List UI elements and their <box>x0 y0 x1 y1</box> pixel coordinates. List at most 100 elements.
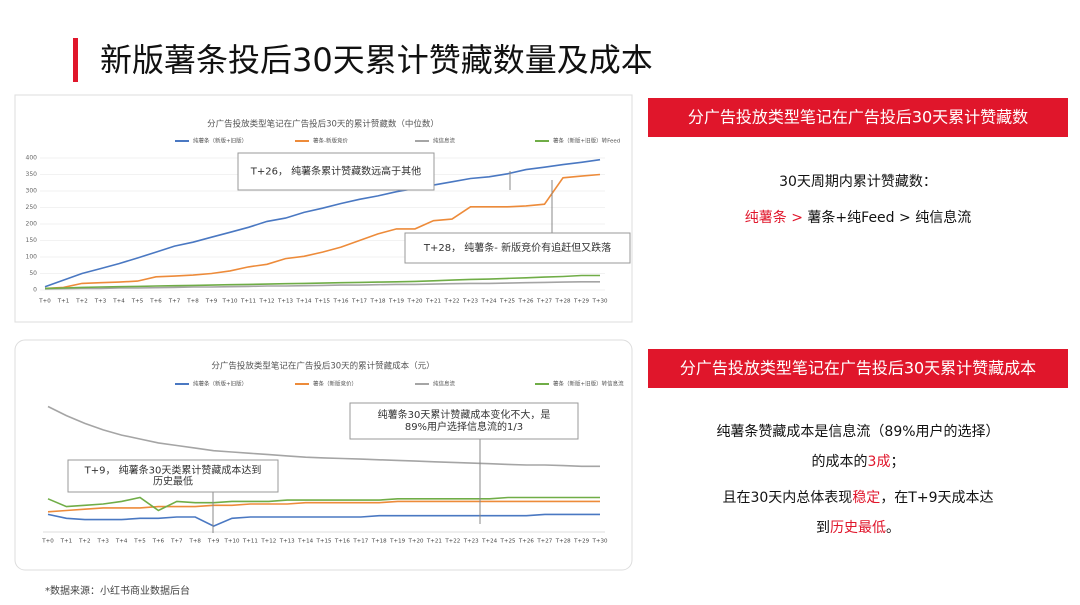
annotation-text: 89%用户选择信息流的1/3 <box>405 420 523 433</box>
text-run: > <box>787 210 808 226</box>
x-tick-label: T+7 <box>168 299 181 305</box>
x-tick-label: T+4 <box>112 299 125 305</box>
x-tick-label: T+0 <box>41 539 54 545</box>
x-tick-label: T+8 <box>188 539 201 545</box>
x-tick-label: T+11 <box>240 299 256 305</box>
chart-title: 分广告投放类型笔记在广告投后30天的累计赞藏成本（元） <box>211 361 434 372</box>
legend-label: 薯条（新版+旧版）转信息流 <box>553 380 624 388</box>
x-tick-label: T+10 <box>224 539 240 545</box>
text-run: 3成 <box>868 454 891 470</box>
x-tick-label: T+25 <box>500 539 516 545</box>
x-tick-label: T+26 <box>518 539 534 545</box>
text-run: 纯薯条 <box>745 209 787 226</box>
x-tick-label: T+21 <box>425 299 441 305</box>
banner <box>648 349 1068 388</box>
series-line <box>47 405 600 468</box>
x-tick-label: T+17 <box>351 299 367 305</box>
x-tick-label: T+22 <box>444 299 460 305</box>
series-line <box>44 173 601 290</box>
annotation-text: 纯薯条30天累计赞藏成本变化不大，是 <box>378 408 551 421</box>
text-run: 纯信息流 <box>915 209 971 226</box>
y-tick-label: 100 <box>26 254 38 261</box>
x-tick-label: T+6 <box>149 299 162 305</box>
x-tick-label: T+20 <box>407 299 423 305</box>
banner-text: 分广告投放类型笔记在广告投后30天累计赞藏成本 <box>680 359 1036 378</box>
y-tick-label: 250 <box>26 204 38 211</box>
y-tick-label: 300 <box>26 188 38 195</box>
x-tick-label: T+24 <box>481 539 497 545</box>
x-tick-label: T+10 <box>222 299 238 305</box>
annotation-text: 历史最低 <box>153 474 193 487</box>
x-tick-label: T+6 <box>152 539 165 545</box>
paragraph: 纯薯条赞藏成本是信息流（89%用户的选择） <box>716 423 999 440</box>
x-tick-label: T+3 <box>94 299 107 305</box>
x-tick-label: T+11 <box>242 539 258 545</box>
text-run: > <box>895 210 916 226</box>
text-run: 且在30天内总体表现 <box>722 490 852 506</box>
series-line <box>44 274 600 290</box>
x-tick-label: T+2 <box>75 299 87 305</box>
x-tick-label: T+0 <box>38 299 51 305</box>
x-tick-label: T+30 <box>592 539 608 545</box>
x-tick-label: T+5 <box>131 299 144 305</box>
paragraph: 且在30天内总体表现稳定，在T+9天成本达 <box>722 490 993 506</box>
text-run: 历史最低 <box>830 520 886 536</box>
text-run: ，在T+9天成本达 <box>880 490 993 506</box>
annotation-text: T+9， 纯薯条30天类累计赞藏成本达到 <box>84 464 262 477</box>
x-tick-label: T+28 <box>555 299 571 305</box>
legend-label: 薯条-新版竞价 <box>313 137 348 145</box>
x-tick-label: T+2 <box>78 539 90 545</box>
x-tick-label: T+18 <box>370 299 386 305</box>
annotation-box <box>237 152 435 191</box>
x-tick-label: T+19 <box>388 299 404 305</box>
x-tick-label: T+23 <box>462 299 478 305</box>
paragraph: 30天周期内累计赞藏数： <box>779 174 937 190</box>
x-tick-label: T+4 <box>115 539 128 545</box>
paragraph: 纯薯条 > 薯条+纯Feed > 纯信息流 <box>745 209 971 226</box>
x-tick-label: T+14 <box>297 539 313 545</box>
legend-label: 纯信息流 <box>433 380 456 388</box>
x-tick-label: T+15 <box>316 539 332 545</box>
x-tick-label: T+29 <box>573 299 589 305</box>
x-tick-label: T+19 <box>389 539 405 545</box>
banner-text: 分广告投放类型笔记在广告投后30天累计赞藏数 <box>688 108 1028 127</box>
text-run: 。 <box>886 520 900 536</box>
x-tick-label: T+27 <box>536 539 552 545</box>
x-tick-label: T+14 <box>296 299 312 305</box>
annotation-box <box>349 402 579 440</box>
x-tick-label: T+13 <box>277 299 293 305</box>
x-tick-label: T+13 <box>279 539 295 545</box>
x-tick-label: T+22 <box>444 539 460 545</box>
annotation-text: T+26， 纯薯条累计赞藏数远高于其他 <box>250 165 421 178</box>
series-line <box>44 281 600 290</box>
annotation-box <box>67 459 279 493</box>
x-tick-label: T+24 <box>481 299 497 305</box>
y-tick-label: 350 <box>26 171 38 178</box>
legend-label: 纯信息流 <box>433 137 456 145</box>
x-tick-label: T+7 <box>170 539 183 545</box>
legend-label: 薯条（新版+旧版）转Feed <box>553 137 620 145</box>
annotation-box <box>404 232 631 264</box>
x-tick-label: T+23 <box>463 539 479 545</box>
series-line <box>47 500 600 513</box>
text-run: 30天周期内累计赞藏数： <box>779 174 937 190</box>
annotation-text: T+28， 纯薯条- 新版竞价有追赶但又跌落 <box>423 241 611 254</box>
x-tick-label: T+30 <box>592 299 608 305</box>
x-tick-label: T+16 <box>334 539 350 545</box>
paragraph: 到历史最低。 <box>816 520 900 536</box>
x-tick-label: T+5 <box>133 539 146 545</box>
series-line <box>44 158 601 288</box>
y-tick-label: 200 <box>26 221 38 228</box>
x-tick-label: T+20 <box>408 539 424 545</box>
title-bar <box>73 38 78 82</box>
chart-title: 分广告投放类型笔记在广告投后30天的累计赞藏数（中位数） <box>207 119 439 130</box>
x-tick-label: T+12 <box>260 539 276 545</box>
x-tick-label: T+16 <box>333 299 349 305</box>
x-tick-label: T+17 <box>352 539 368 545</box>
y-tick-label: 150 <box>26 237 38 244</box>
x-tick-label: T+25 <box>499 299 515 305</box>
legend-label: 薯条（新版竞价） <box>313 380 357 388</box>
x-tick-label: T+9 <box>205 299 218 305</box>
